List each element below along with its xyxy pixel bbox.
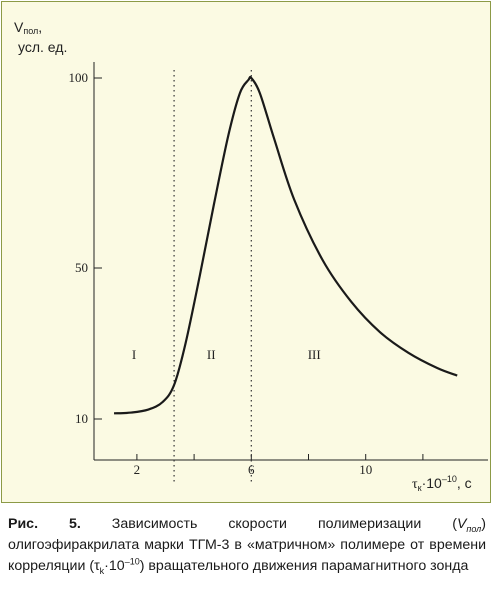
y-axis-title-v: V xyxy=(14,19,24,35)
y-tick-label: 50 xyxy=(75,260,88,275)
region-label: III xyxy=(308,347,321,362)
series-line xyxy=(113,75,458,415)
caption-v-sub: пол xyxy=(466,523,482,534)
x-tick-label: 10 xyxy=(359,462,372,477)
x-axis-title-unit: , с xyxy=(457,475,472,491)
caption-text-4: ) вращательного движения парамагнитного … xyxy=(139,558,469,574)
caption-text-2: ) олигоэфиракрилата марки ТГМ-3 в «матри… xyxy=(8,516,486,574)
y-tick-label: 100 xyxy=(69,70,89,85)
region-labels: I II III xyxy=(132,347,321,362)
x-axis-title-sub: к xyxy=(418,483,422,493)
region-label: II xyxy=(207,347,216,362)
y-tick-label: 10 xyxy=(75,411,88,426)
svg-text:τк·10–10, с: τк·10–10, с xyxy=(412,474,472,493)
caption-tau-sub: k xyxy=(99,565,105,576)
y-ticks: 10 50 100 xyxy=(69,70,102,426)
svg-text:Vпол,: Vпол, xyxy=(14,19,42,36)
series-layer xyxy=(113,75,458,415)
x-tick-label: 2 xyxy=(134,462,141,477)
caption-text-3: ·10 xyxy=(104,558,125,574)
x-axis-title-base: ·10 xyxy=(422,475,442,491)
y-axis-title-unit: усл. ед. xyxy=(18,39,67,55)
y-axis-title-sub: пол xyxy=(23,26,38,36)
x-tick-label: 6 xyxy=(248,462,255,477)
x-ticks: 2 6 10 xyxy=(134,454,424,477)
region-label: I xyxy=(132,347,136,362)
y-axis-title-comma: , xyxy=(38,19,42,35)
y-axis-title: Vпол, усл. ед. xyxy=(14,19,67,55)
caption-prefix: Рис. 5. xyxy=(8,516,81,532)
x-axis-title: τк·10–10, с xyxy=(412,474,472,493)
caption-text-1: Зависимость скорости полимеризации ( xyxy=(80,516,457,532)
x-axis-title-tau: τ xyxy=(412,477,418,492)
figure-caption: Рис. 5. Зависимость скорости полимеризац… xyxy=(8,514,486,577)
caption-tau: τ xyxy=(94,558,100,574)
caption-v-symbol: V xyxy=(456,516,467,532)
caption-exp: –10 xyxy=(124,556,140,567)
figure-panel: Vпол, усл. ед. 10 50 100 2 6 10 I II III τк·10… xyxy=(1,1,491,503)
x-axis-title-exp: –10 xyxy=(442,474,457,484)
region-boundaries xyxy=(173,70,252,484)
